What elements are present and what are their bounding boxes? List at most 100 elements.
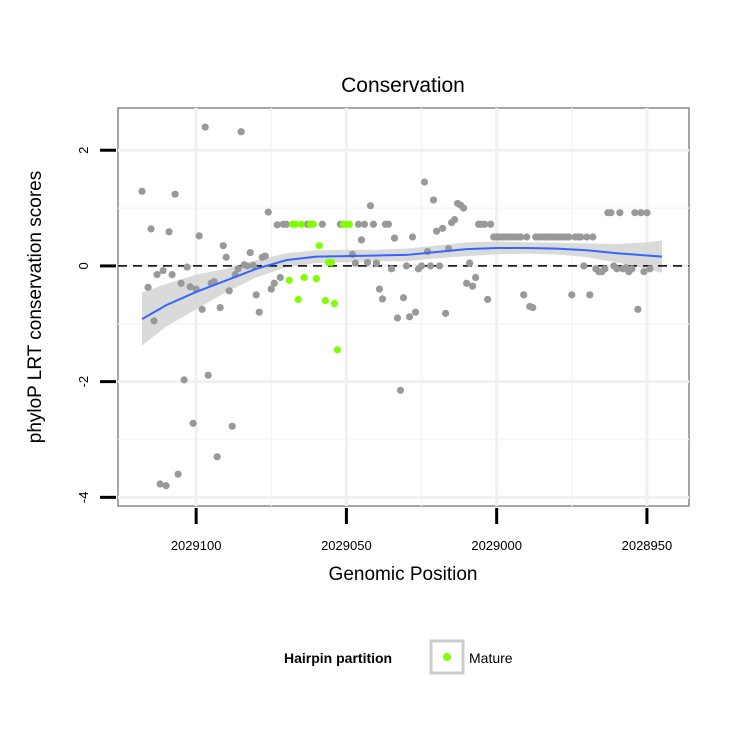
data-point: [634, 305, 642, 313]
data-point: [402, 262, 411, 270]
legend-label-mature: Mature: [469, 650, 513, 666]
data-point: [318, 220, 326, 228]
chart-title: Conservation: [341, 74, 465, 97]
data-point: [357, 236, 366, 244]
data-point: [264, 208, 272, 216]
data-point: [366, 202, 375, 210]
data-point: [435, 262, 444, 270]
data-point: [640, 268, 648, 276]
data-point: [529, 303, 537, 312]
mature-point: [312, 275, 320, 283]
mature-point: [300, 273, 308, 282]
data-point: [450, 216, 459, 224]
y-axis-title: phyloP LRT conservation scores: [25, 171, 46, 444]
data-point: [375, 285, 384, 293]
legend-mature-dot: [443, 653, 451, 661]
y-tick-label: 2: [76, 147, 91, 154]
data-point: [189, 419, 197, 427]
data-point: [282, 220, 290, 228]
data-point: [384, 220, 393, 228]
data-point: [150, 317, 158, 325]
data-point: [216, 303, 224, 312]
data-point: [637, 209, 645, 217]
data-point: [589, 233, 597, 241]
mature-point: [345, 220, 354, 228]
data-point: [180, 376, 188, 384]
mature-point: [315, 242, 323, 250]
mature-point: [297, 220, 305, 228]
data-point: [147, 225, 155, 233]
data-point: [438, 224, 447, 232]
legend-title: Hairpin partition: [284, 650, 392, 666]
data-point: [417, 262, 426, 270]
data-point: [460, 204, 468, 212]
data-point: [222, 253, 230, 261]
data-point: [234, 265, 242, 273]
data-point: [159, 266, 167, 275]
data-point: [201, 123, 209, 131]
data-point: [249, 261, 257, 269]
data-point: [183, 263, 191, 271]
x-axis: 2029100 2029050 2029000 2028950: [171, 508, 672, 553]
mature-point: [294, 295, 302, 304]
data-point: [568, 291, 576, 299]
mature-point: [327, 258, 335, 267]
data-point: [520, 291, 528, 299]
data-point: [393, 314, 402, 322]
data-point: [198, 305, 206, 313]
data-point: [580, 262, 588, 270]
data-point: [426, 262, 435, 270]
x-tick-label: 2029050: [321, 538, 372, 553]
data-point: [387, 265, 396, 273]
data-point: [354, 220, 363, 228]
data-point: [363, 258, 372, 267]
y-tick-label: -4: [76, 492, 91, 504]
data-point: [481, 220, 489, 228]
data-point: [643, 209, 651, 217]
data-point: [204, 371, 212, 379]
y-tick-label: -2: [76, 376, 91, 388]
data-point: [429, 196, 438, 204]
confidence-band: [142, 240, 662, 346]
data-point: [390, 234, 399, 242]
data-point: [628, 265, 636, 273]
data-point: [213, 453, 221, 461]
data-point: [577, 233, 585, 241]
data-point: [372, 259, 381, 267]
data-point: [261, 252, 269, 260]
data-point: [369, 220, 378, 228]
data-point: [267, 285, 275, 293]
data-point: [351, 259, 360, 267]
data-point: [228, 422, 236, 430]
smooth-layer: [141, 246, 663, 321]
y-tick-label: 0: [76, 262, 91, 269]
data-point: [396, 386, 405, 394]
data-point: [237, 128, 245, 136]
data-point: [616, 209, 624, 217]
data-point: [631, 209, 639, 217]
data-point: [601, 265, 609, 273]
data-point: [586, 291, 594, 299]
data-point: [484, 295, 492, 304]
data-point: [487, 220, 495, 228]
mature-point: [291, 220, 299, 228]
data-point: [405, 313, 414, 321]
data-point: [177, 279, 185, 287]
mature-point: [330, 299, 338, 308]
data-point: [273, 221, 281, 229]
data-point: [171, 190, 179, 198]
x-tick-label: 2028950: [622, 538, 673, 553]
data-point: [138, 187, 146, 195]
x-tick-label: 2029100: [171, 538, 222, 553]
points-layer: [138, 123, 654, 490]
data-point: [565, 233, 573, 241]
data-point: [165, 228, 173, 236]
data-point: [276, 273, 284, 282]
data-point: [399, 294, 408, 302]
data-point: [463, 279, 471, 287]
data-point: [613, 265, 621, 273]
data-point: [472, 273, 480, 282]
data-point: [360, 220, 369, 228]
data-point: [186, 283, 194, 291]
